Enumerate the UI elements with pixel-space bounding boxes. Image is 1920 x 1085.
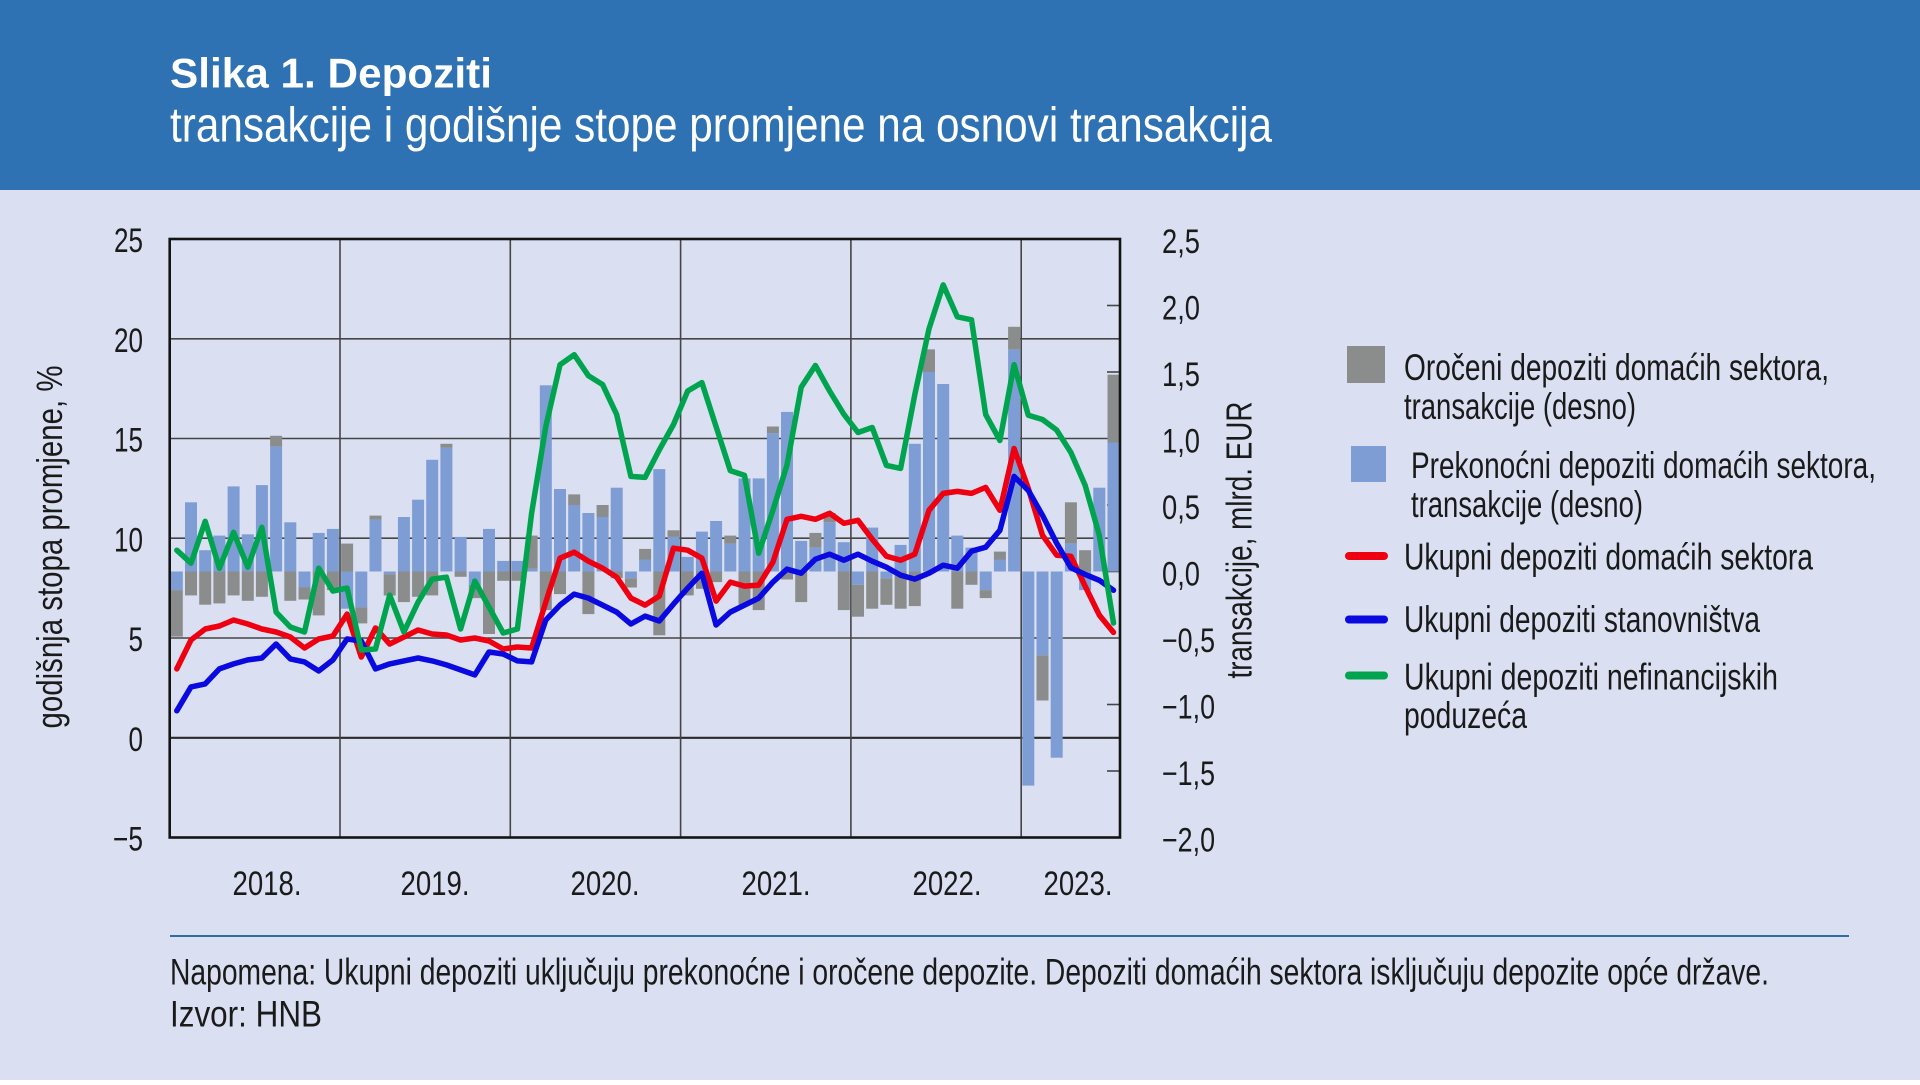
svg-text:2,5: 2,5 bbox=[1162, 223, 1200, 261]
svg-text:−0,5: −0,5 bbox=[1162, 622, 1215, 660]
svg-text:poduzeća: poduzeća bbox=[1404, 695, 1527, 736]
svg-text:15: 15 bbox=[114, 422, 143, 460]
svg-text:2,0: 2,0 bbox=[1162, 290, 1200, 328]
svg-text:transakcije i godišnje stope p: transakcije i godišnje stope promjene na… bbox=[170, 99, 1273, 153]
svg-text:Ukupni depoziti stanovništva: Ukupni depoziti stanovništva bbox=[1404, 599, 1760, 640]
svg-text:Izvor: HNB: Izvor: HNB bbox=[170, 994, 322, 1035]
svg-text:transakcije, mlrd. EUR: transakcije, mlrd. EUR bbox=[1219, 402, 1260, 679]
svg-text:2019.: 2019. bbox=[401, 865, 470, 903]
svg-text:−5: −5 bbox=[113, 821, 143, 859]
svg-text:2023.: 2023. bbox=[1044, 865, 1113, 903]
svg-text:2018.: 2018. bbox=[233, 865, 302, 903]
svg-text:1,5: 1,5 bbox=[1162, 356, 1200, 394]
svg-text:5: 5 bbox=[129, 621, 144, 659]
svg-text:2021.: 2021. bbox=[742, 865, 811, 903]
svg-text:Oročeni depoziti domaćih sekto: Oročeni depoziti domaćih sektora, bbox=[1404, 347, 1829, 388]
svg-text:0,0: 0,0 bbox=[1162, 556, 1200, 594]
svg-text:25: 25 bbox=[114, 222, 143, 260]
svg-text:1,0: 1,0 bbox=[1162, 423, 1200, 461]
svg-text:−1,5: −1,5 bbox=[1162, 755, 1215, 793]
svg-text:2022.: 2022. bbox=[913, 865, 982, 903]
svg-text:godišnja stopa promjene, %: godišnja stopa promjene, % bbox=[29, 366, 70, 729]
svg-text:Ukupni depoziti nefinancijskih: Ukupni depoziti nefinancijskih bbox=[1404, 657, 1778, 698]
svg-text:Prekonoćni depoziti domaćih se: Prekonoćni depoziti domaćih sektora, bbox=[1411, 445, 1876, 486]
svg-text:20: 20 bbox=[114, 322, 143, 360]
svg-text:Napomena: Ukupni depoziti uklj: Napomena: Ukupni depoziti uključuju prek… bbox=[170, 952, 1769, 993]
svg-text:Slika 1. Depoziti: Slika 1. Depoziti bbox=[170, 50, 492, 97]
svg-text:transakcije (desno): transakcije (desno) bbox=[1411, 484, 1643, 525]
svg-text:10: 10 bbox=[114, 521, 143, 559]
svg-text:−1,0: −1,0 bbox=[1162, 689, 1215, 727]
svg-text:Ukupni depoziti domaćih sektor: Ukupni depoziti domaćih sektora bbox=[1404, 537, 1813, 578]
svg-text:2020.: 2020. bbox=[571, 865, 640, 903]
svg-text:−2,0: −2,0 bbox=[1162, 822, 1215, 860]
svg-text:transakcije (desno): transakcije (desno) bbox=[1404, 386, 1636, 427]
svg-text:0,5: 0,5 bbox=[1162, 489, 1200, 527]
svg-text:0: 0 bbox=[129, 721, 144, 759]
